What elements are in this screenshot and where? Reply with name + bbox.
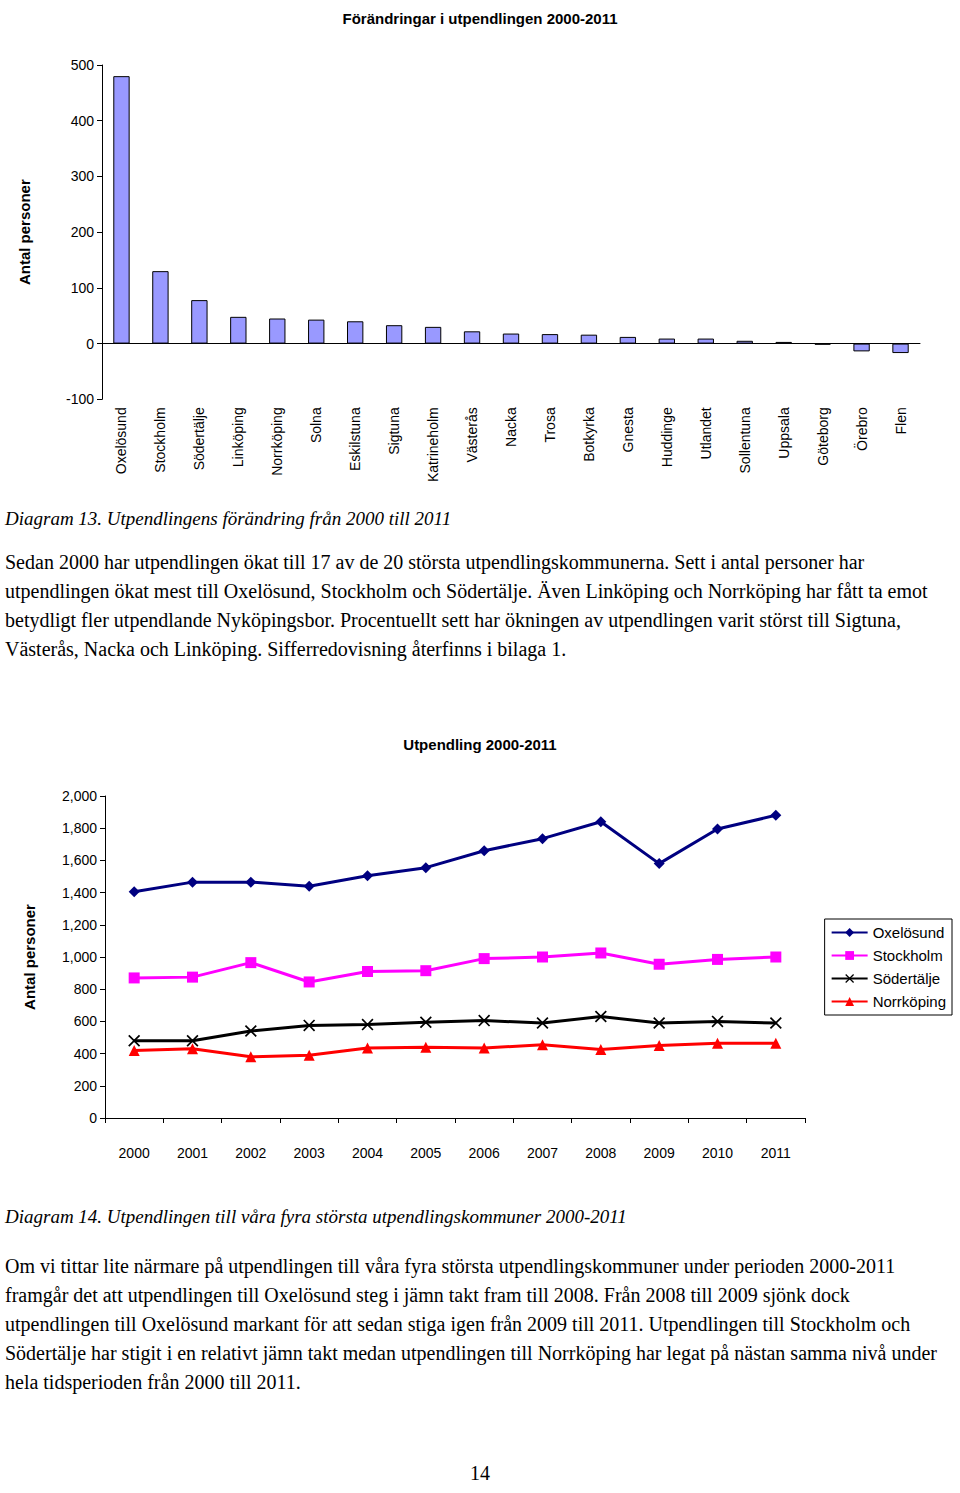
svg-text:Nacka: Nacka: [503, 407, 519, 447]
svg-text:2003: 2003: [294, 1145, 325, 1161]
svg-text:800: 800: [74, 981, 98, 997]
svg-text:Södertälje: Södertälje: [873, 970, 941, 987]
svg-text:600: 600: [74, 1013, 98, 1029]
svg-text:Utpendling 2000-2011: Utpendling 2000-2011: [403, 736, 556, 753]
svg-text:2011: 2011: [761, 1145, 791, 1161]
svg-text:Oxelösund: Oxelösund: [113, 407, 129, 474]
html-text:Diagram 14. Utpendlingen till: Diagram 14. Utpendlingen till våra fyra …: [5, 1206, 627, 1227]
svg-text:Utlandet: Utlandet: [698, 407, 714, 459]
svg-text:400: 400: [74, 1046, 98, 1062]
svg-text:1,600: 1,600: [62, 852, 97, 868]
svg-text:2005: 2005: [410, 1145, 441, 1161]
svg-text:0: 0: [89, 1110, 97, 1126]
svg-text:2007: 2007: [527, 1145, 558, 1161]
svg-text:2008: 2008: [585, 1145, 616, 1161]
svg-text:Stockholm: Stockholm: [873, 947, 943, 964]
svg-text:Katrineholm: Katrineholm: [425, 407, 441, 482]
svg-text:0: 0: [86, 336, 94, 352]
svg-text:1,400: 1,400: [62, 885, 97, 901]
svg-text:Linköping: Linköping: [230, 407, 246, 467]
svg-text:Oxelösund: Oxelösund: [873, 924, 945, 941]
svg-text:Flen: Flen: [893, 407, 909, 434]
svg-text:Eskilstuna: Eskilstuna: [347, 407, 363, 471]
svg-text:1,000: 1,000: [62, 949, 97, 965]
svg-text:Göteborg: Göteborg: [815, 407, 831, 465]
svg-text:-100: -100: [66, 391, 94, 407]
svg-text:Antal personer: Antal personer: [21, 904, 38, 1010]
svg-text:200: 200: [74, 1078, 98, 1094]
svg-text:Botkyrka: Botkyrka: [581, 407, 597, 462]
svg-text:400: 400: [71, 113, 95, 129]
svg-text:500: 500: [71, 57, 95, 73]
html-text:Om vi tittar lite närmare på u: Om vi tittar lite närmare på utpendlinge…: [5, 1255, 937, 1393]
svg-text:Norrköping: Norrköping: [873, 993, 946, 1010]
svg-text:Örebro: Örebro: [853, 407, 870, 451]
svg-text:Södertälje: Södertälje: [191, 407, 207, 470]
svg-text:Huddinge: Huddinge: [659, 407, 675, 467]
svg-text:Stockholm: Stockholm: [152, 407, 168, 472]
svg-text:1,200: 1,200: [62, 917, 97, 933]
html-text:Sedan 2000 har utpendlingen ök: Sedan 2000 har utpendlingen ökat till 17…: [5, 551, 928, 660]
svg-text:2002: 2002: [235, 1145, 266, 1161]
svg-text:Västerås: Västerås: [464, 407, 480, 462]
svg-text:300: 300: [71, 168, 95, 184]
svg-text:2001: 2001: [177, 1145, 208, 1161]
svg-text:Sigtuna: Sigtuna: [386, 407, 402, 455]
svg-text:2000: 2000: [119, 1145, 150, 1161]
svg-text:Trosa: Trosa: [542, 407, 558, 442]
svg-text:Norrköping: Norrköping: [269, 407, 285, 475]
svg-text:Antal personer: Antal personer: [16, 179, 33, 285]
svg-text:Gnesta: Gnesta: [620, 407, 636, 452]
svg-text:2004: 2004: [352, 1145, 383, 1161]
svg-text:2006: 2006: [469, 1145, 500, 1161]
svg-text:Solna: Solna: [308, 407, 324, 443]
svg-text:100: 100: [71, 280, 95, 296]
svg-text:2010: 2010: [702, 1145, 733, 1161]
svg-text:200: 200: [71, 224, 95, 240]
svg-text:Förändringar i utpendlingen 20: Förändringar i utpendlingen 2000-2011: [342, 10, 617, 27]
html-text:14: 14: [470, 1462, 490, 1484]
svg-text:Sollentuna: Sollentuna: [737, 407, 753, 473]
svg-text:2009: 2009: [644, 1145, 675, 1161]
html-text:Diagram 13. Utpendlingens förä: Diagram 13. Utpendlingens förändring frå…: [5, 508, 452, 529]
svg-text:1,800: 1,800: [62, 820, 97, 836]
svg-text:2,000: 2,000: [62, 788, 97, 804]
svg-text:Uppsala: Uppsala: [776, 407, 792, 459]
